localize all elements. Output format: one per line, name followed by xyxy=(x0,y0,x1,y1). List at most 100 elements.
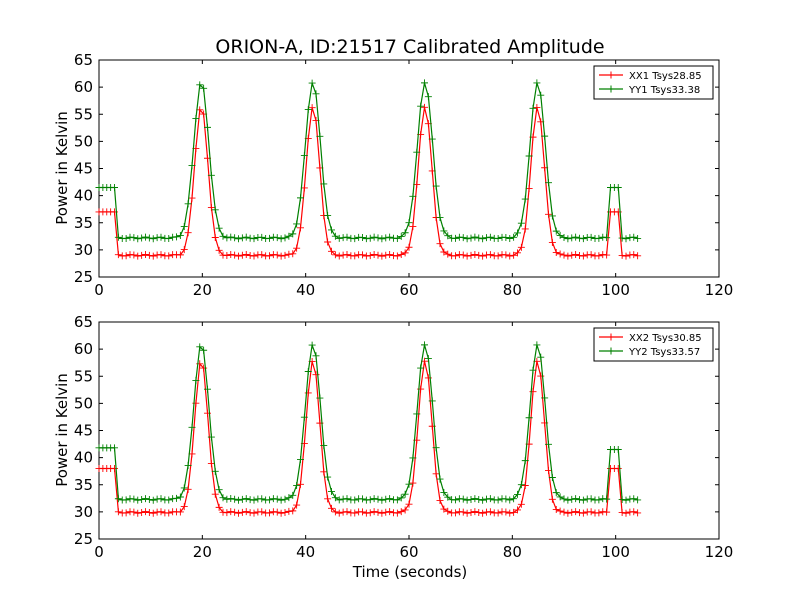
bottom-series-0-marker xyxy=(603,508,611,516)
top-series-0-marker xyxy=(386,251,394,259)
bottom-series-0-marker xyxy=(250,509,258,517)
top-series-0-marker xyxy=(401,249,409,257)
bottom-y-tick-label: 25 xyxy=(74,530,93,548)
top-series-1-marker xyxy=(517,219,525,227)
bottom-series-1-marker xyxy=(227,495,235,503)
top-series-0-marker xyxy=(142,250,149,258)
bottom-series-1-marker xyxy=(506,496,514,504)
bottom-series-1-marker xyxy=(188,423,196,431)
top-series-1-marker xyxy=(227,233,235,241)
top-series-0-marker xyxy=(405,243,413,251)
top-series-1-marker xyxy=(595,234,603,242)
bottom-series-1-marker xyxy=(300,413,308,421)
bottom-series-1-marker xyxy=(207,433,215,441)
top-series-1-marker xyxy=(514,229,521,237)
top-series-0-marker xyxy=(587,251,595,259)
top-series-1-marker xyxy=(145,234,153,242)
top-series-0-marker xyxy=(242,251,250,259)
top-series-0-marker xyxy=(506,252,514,260)
top-series-0-marker xyxy=(165,252,173,260)
top-series-0-marker xyxy=(293,244,301,252)
bottom-series-1-marker xyxy=(231,495,239,503)
top-series-0-marker xyxy=(370,251,378,259)
top-series-1-marker xyxy=(277,235,285,243)
bottom-y-tick-label: 45 xyxy=(74,422,93,440)
bottom-series-1-marker xyxy=(273,495,281,503)
top-series-1-marker xyxy=(502,233,510,241)
top-series-1-marker xyxy=(463,235,471,243)
bottom-series-1-marker xyxy=(533,341,541,349)
top-series-1-marker xyxy=(444,232,452,240)
top-series-0-marker xyxy=(397,251,405,259)
top-series-0-marker xyxy=(634,252,642,260)
bottom-series-0-marker xyxy=(378,509,386,517)
top-legend xyxy=(593,65,714,100)
top-series-0-marker xyxy=(475,251,483,259)
top-series-1-marker xyxy=(521,195,529,203)
bottom-series-1-marker xyxy=(196,343,204,351)
bottom-y-tick-label: 60 xyxy=(74,340,93,358)
bottom-series-0-marker xyxy=(382,508,390,516)
bottom-series-1-marker xyxy=(200,346,208,354)
bottom-series-0-marker xyxy=(374,508,382,516)
bottom-series-0-marker xyxy=(266,509,273,517)
top-series-0-marker xyxy=(207,204,215,212)
bottom-series-0-marker xyxy=(293,501,301,509)
bottom-series-1-marker xyxy=(564,496,572,504)
top-series-0-marker xyxy=(138,251,146,259)
chart-title: ORION-A, ID:21517 Calibrated Amplitude xyxy=(215,36,604,58)
bottom-series-1-marker xyxy=(537,353,545,361)
bottom-series-0-marker xyxy=(297,480,304,488)
top-series-0-marker xyxy=(258,251,266,259)
top-series-0-marker xyxy=(359,251,366,259)
top-y-tick-label: 25 xyxy=(74,268,93,286)
top-series-0-marker xyxy=(339,251,347,259)
top-series-0-marker xyxy=(297,224,304,232)
bottom-series-1-marker xyxy=(529,366,537,374)
top-series-1-marker xyxy=(297,194,304,202)
top-series-1-marker xyxy=(122,234,130,242)
top-series-0-marker xyxy=(409,223,417,231)
bottom-series-0-marker xyxy=(134,509,142,517)
top-series-0-marker xyxy=(211,233,219,241)
bottom-series-1-marker xyxy=(235,496,242,504)
top-series-1-marker xyxy=(211,206,219,214)
top-series-0-marker xyxy=(269,251,277,259)
top-series-1-marker xyxy=(308,79,316,87)
top-series-1-marker xyxy=(300,151,308,159)
top-series-0-marker xyxy=(471,250,479,258)
top-series-0-marker xyxy=(552,248,560,256)
bottom-series-0-marker xyxy=(630,508,638,516)
bottom-series-1-marker xyxy=(556,493,564,501)
bottom-series-0-marker xyxy=(285,507,293,515)
top-series-0-marker xyxy=(281,251,289,259)
bottom-series-0-marker xyxy=(343,508,351,516)
bottom-series-1-marker xyxy=(382,495,390,503)
bottom-series-1-marker xyxy=(622,496,630,504)
top-series-1-marker xyxy=(618,234,626,242)
bottom-series-0-marker xyxy=(622,509,630,517)
bottom-series-0-marker xyxy=(595,509,603,517)
bottom-series-0-marker xyxy=(157,508,165,516)
bottom-subplot: Power in Kelvin Time (seconds) 0 20 40 60 80… xyxy=(53,313,733,581)
bottom-series-0-marker xyxy=(579,509,587,517)
top-series-1-marker xyxy=(351,235,359,243)
bottom-series-1-marker xyxy=(502,495,510,503)
bottom-y-tick-label: 35 xyxy=(74,476,93,494)
top-series-0-marker xyxy=(114,251,122,259)
top-series-1-marker xyxy=(114,233,122,241)
bottom-series-1-marker xyxy=(560,495,568,503)
bottom-series-1-marker xyxy=(467,496,475,504)
bottom-series-0-marker xyxy=(223,509,231,517)
top-series-1-marker xyxy=(293,220,301,228)
top-series-0-marker xyxy=(343,251,351,259)
top-series-0-marker xyxy=(564,252,572,260)
top-series-1-marker xyxy=(196,81,204,89)
bottom-series-1-marker xyxy=(157,495,165,503)
top-series-1-marker xyxy=(572,233,580,241)
bottom-series-1-marker xyxy=(463,496,471,504)
bottom-series-1-marker xyxy=(510,495,518,503)
bottom-series-0-marker xyxy=(409,479,417,487)
top-series-0-marker xyxy=(285,250,293,258)
bottom-series-0-marker xyxy=(517,500,525,508)
